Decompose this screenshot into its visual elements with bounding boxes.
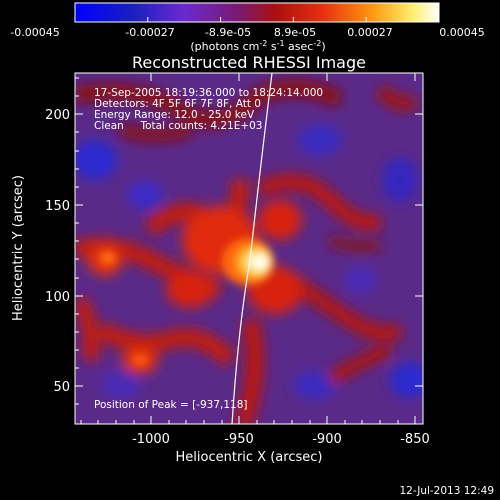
annotation-time-range: 17-Sep-2005 18:19:36.000 to 18:24:14.000 xyxy=(94,87,323,99)
y-tick-label: 100 xyxy=(45,290,70,305)
y-axis-label: Heliocentric Y (arcsec) xyxy=(11,175,26,321)
annotation-peak-position: Position of Peak = [-937,118] xyxy=(94,399,248,411)
y-tick-label: 150 xyxy=(45,199,70,214)
x-tick-label: -850 xyxy=(400,432,430,447)
colorbar-units: (photons cm-2 s-1 asec-2) xyxy=(190,39,325,53)
annotation-detectors: Detectors: 4F 5F 6F 7F 8F, Att 0 xyxy=(94,98,261,110)
x-axis-ticks xyxy=(80,73,416,424)
rhessi-image xyxy=(75,73,423,424)
y-axis-ticks xyxy=(75,77,423,405)
colorbar-tick-label: -0.00045 xyxy=(10,26,59,39)
colorbar: -0.00045 -0.00027 -8.9e-05 8.9e-05 0.000… xyxy=(10,2,485,53)
footer-timestamp: 12-Jul-2013 12:49 xyxy=(399,485,494,497)
plot-title: Reconstructed RHESSI Image xyxy=(132,53,366,72)
colorbar-tick-label: 8.9e-05 xyxy=(274,26,316,39)
x-tick-label: -900 xyxy=(312,432,342,447)
x-tick-label: -950 xyxy=(224,432,254,447)
colorbar-tick-label: -0.00027 xyxy=(125,26,174,39)
colorbar-tick-label: 0.00027 xyxy=(347,26,393,39)
colorbar-gradient xyxy=(74,2,440,23)
annotation-method-counts: Clean Total counts: 4.21E+03 xyxy=(94,120,263,132)
annotation-energy-range: Energy Range: 12.0 - 25.0 keV xyxy=(94,109,255,121)
colorbar-tick-label: -8.9e-05 xyxy=(205,26,251,39)
x-tick-label: -1000 xyxy=(132,432,170,447)
solar-limb-line xyxy=(231,73,273,424)
colorbar-tick-label: 0.00045 xyxy=(439,26,485,39)
y-tick-label: 200 xyxy=(45,108,70,123)
plot-frame xyxy=(74,72,424,425)
y-tick-label: 50 xyxy=(53,380,70,395)
x-axis-label: Heliocentric X (arcsec) xyxy=(176,450,323,465)
annotations: 17-Sep-2005 18:19:36.000 to 18:24:14.000… xyxy=(94,87,323,411)
